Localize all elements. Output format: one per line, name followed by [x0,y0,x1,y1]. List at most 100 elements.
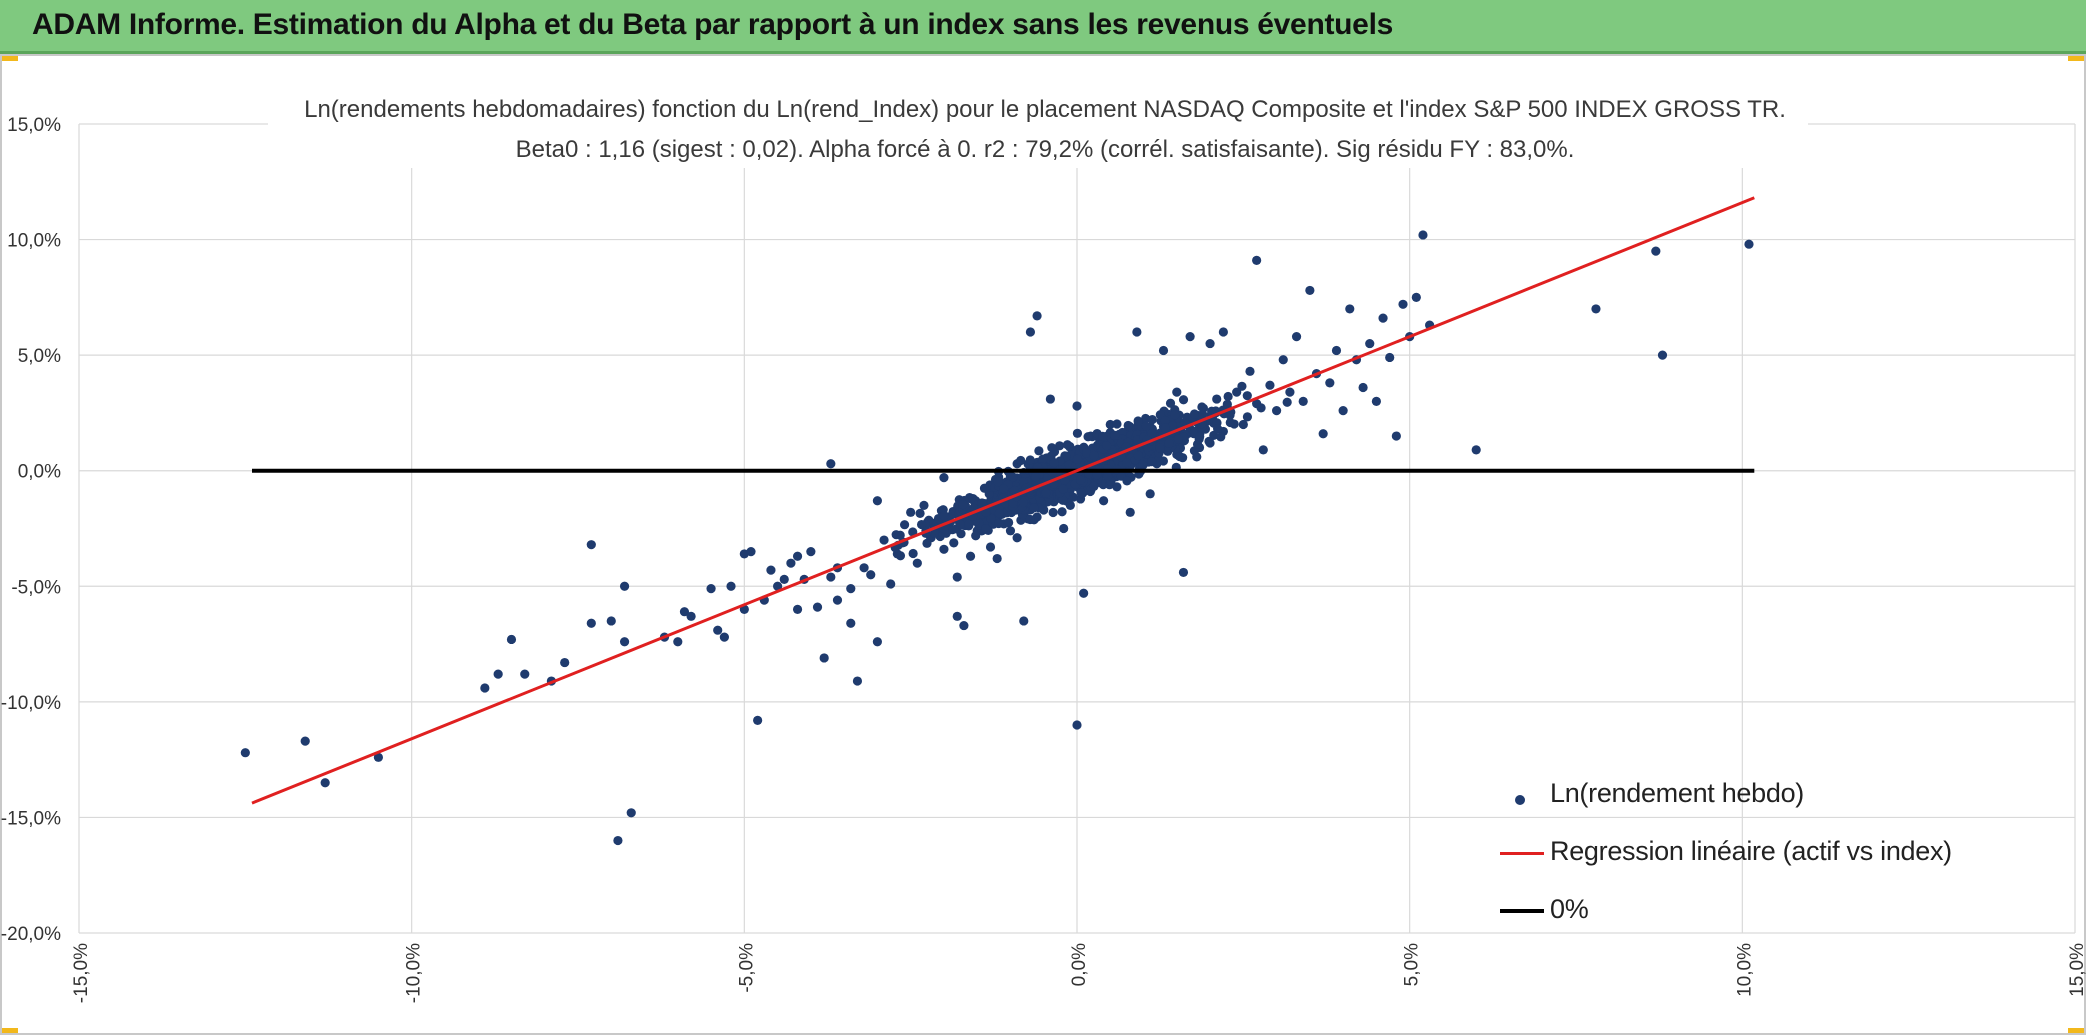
data-point [786,558,796,568]
corner-marker-bottom-right [2068,1028,2086,1035]
data-point [1110,430,1120,440]
data-point [746,547,756,557]
data-point [1004,517,1014,528]
data-point [1173,434,1184,444]
data-point [1072,454,1083,464]
data-point [872,496,883,506]
x-tick-label: -5,0% [736,943,757,993]
data-point [1154,454,1164,465]
data-point [915,508,925,518]
data-point [1019,616,1029,626]
corner-marker-bottom-left [0,1028,18,1035]
data-point [1076,488,1086,498]
data-point [959,620,969,631]
data-point [1147,457,1157,467]
data-point [952,572,962,582]
data-points [240,230,1754,846]
data-point [1471,445,1481,455]
data-point [1258,445,1268,455]
data-point [1189,409,1200,419]
data-point [852,676,863,686]
data-point [981,507,991,517]
data-point [929,528,940,538]
data-point [1029,503,1039,513]
data-point [1365,338,1375,349]
data-point [1242,391,1252,401]
data-point [1205,338,1215,349]
data-point [320,778,330,788]
data-point [766,565,776,575]
data-point [719,632,729,642]
data-point [952,611,962,621]
legend-label-zero: 0% [1550,894,1589,924]
data-point [1411,292,1421,302]
data-point [994,518,1004,529]
data-point [1089,450,1099,461]
data-point [1218,327,1228,337]
title-background [268,92,1808,168]
data-point [1744,239,1754,249]
data-point [613,835,623,846]
data-point [1083,432,1093,442]
data-point [1185,332,1195,342]
data-point [779,574,789,584]
data-point [979,483,990,493]
series-lines [251,196,1755,805]
data-point [1031,472,1041,482]
data-point [826,572,836,582]
data-point [1378,313,1388,323]
data-point [1045,394,1055,404]
legend-item-regression: Regression linéaire (actif vs index) [1500,834,1960,892]
data-point [872,637,883,647]
data-point [493,669,503,679]
data-point [1651,246,1661,256]
data-point [1141,421,1151,431]
data-point [832,595,843,605]
data-point [1238,419,1248,430]
data-point [1195,431,1205,442]
data-point [1047,443,1057,453]
data-point [1112,482,1122,492]
data-point [1005,526,1016,536]
x-tick-label: -15,0% [71,943,92,1003]
data-point [1178,395,1189,405]
data-point [1008,472,1018,482]
data-point [1072,428,1083,438]
data-point [1038,454,1048,464]
data-point [1371,396,1381,406]
data-point [895,551,906,561]
x-tick-label: 10,0% [1734,943,1755,997]
data-point [1025,514,1035,525]
data-point [1102,471,1113,481]
data-point [1147,415,1157,425]
data-point [1358,382,1368,393]
report-header: ADAM Informe. Estimation du Alpha et du … [0,0,2086,54]
data-point [992,553,1002,564]
data-point [586,618,596,628]
data-point [993,477,1003,487]
data-point [906,507,916,517]
data-point [1079,588,1089,598]
data-point [1025,455,1035,465]
data-point [1132,327,1142,337]
x-tick-label: 0,0% [1069,943,1090,986]
legend-red-line-icon [1500,852,1544,855]
data-point [949,538,959,548]
data-point [1591,304,1601,314]
data-point [977,498,987,508]
data-point [1133,416,1143,426]
data-point [1213,424,1223,434]
data-point [1145,489,1155,499]
data-point [626,808,636,818]
data-point [1058,495,1068,505]
y-tick-label: 10,0% [7,231,61,252]
data-point [1058,484,1068,494]
data-point [1147,428,1157,439]
data-point [1025,327,1036,337]
data-point [1291,332,1302,342]
data-point [1170,410,1180,420]
legend-label-scatter: Ln(rendement hebdo) [1550,778,1804,808]
data-point [886,579,896,589]
corner-marker-top-right [2068,54,2086,61]
data-point [964,519,974,529]
